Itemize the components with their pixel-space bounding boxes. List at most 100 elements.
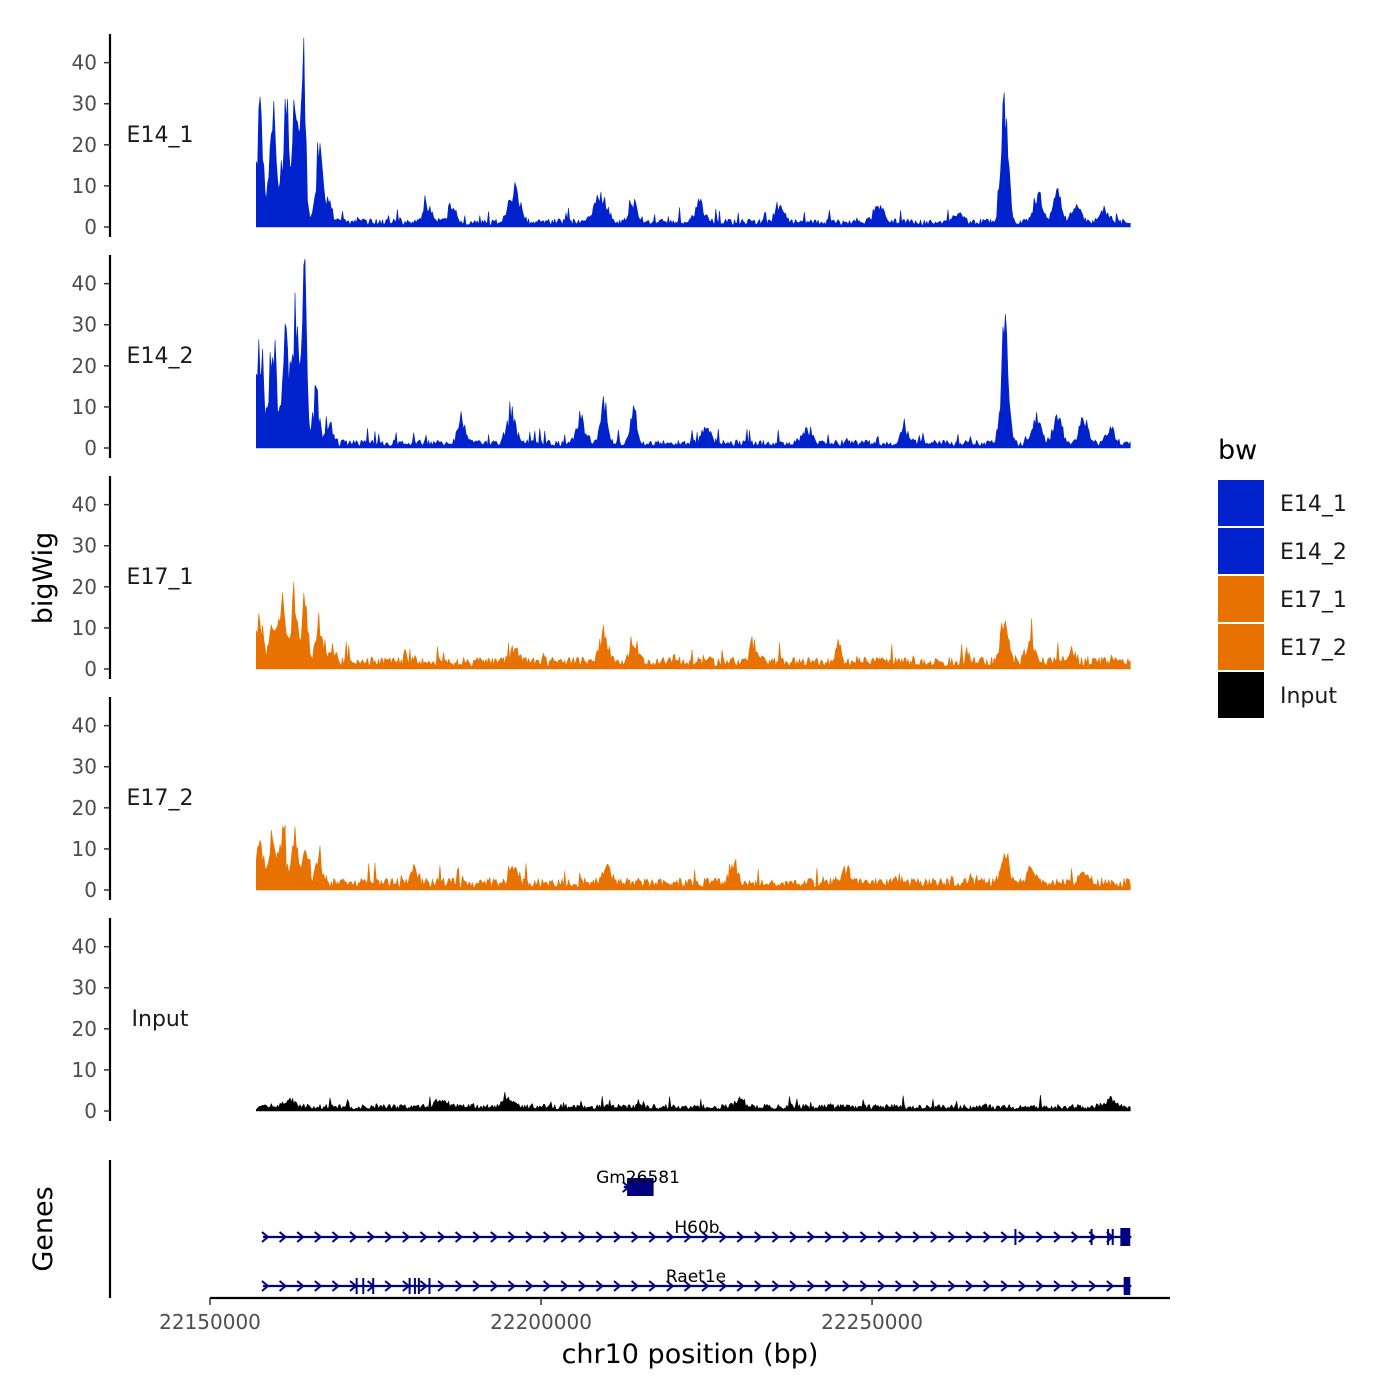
exon bbox=[1090, 1229, 1093, 1245]
gene-label: H60b bbox=[674, 1218, 719, 1238]
strand-arrow bbox=[437, 1231, 446, 1243]
strand-arrow bbox=[666, 1280, 675, 1292]
y-tick-label: 30 bbox=[72, 976, 97, 1000]
strand-arrow bbox=[1000, 1280, 1009, 1292]
legend-swatch bbox=[1218, 672, 1264, 718]
y-tick-label: 20 bbox=[72, 1017, 97, 1041]
exon bbox=[362, 1278, 365, 1294]
track-label: E17_1 bbox=[127, 565, 194, 590]
strand-arrow bbox=[525, 1231, 534, 1243]
legend-title: bw bbox=[1218, 435, 1257, 466]
strand-arrow bbox=[613, 1231, 622, 1243]
strand-arrow bbox=[666, 1231, 675, 1243]
legend-label: Input bbox=[1280, 684, 1337, 709]
y-tick-label: 20 bbox=[72, 354, 97, 378]
y-tick-label: 40 bbox=[72, 272, 97, 296]
strand-arrow bbox=[754, 1231, 763, 1243]
strand-arrow bbox=[384, 1280, 393, 1292]
y-tick-label: 30 bbox=[72, 755, 97, 779]
strand-arrow bbox=[630, 1231, 640, 1243]
strand-arrow bbox=[859, 1280, 868, 1292]
strand-arrow bbox=[296, 1231, 305, 1243]
legend-item-e14-2: E14_2 bbox=[1218, 528, 1347, 574]
legend-label: E14_2 bbox=[1280, 540, 1347, 565]
exon bbox=[372, 1278, 375, 1294]
strand-arrow bbox=[454, 1280, 464, 1292]
y-tick-label: 40 bbox=[72, 714, 97, 738]
strand-arrow bbox=[982, 1231, 992, 1243]
exon bbox=[408, 1278, 411, 1294]
y-tick-label: 30 bbox=[72, 92, 97, 116]
strand-arrow bbox=[314, 1280, 323, 1292]
strand-arrow bbox=[384, 1231, 393, 1243]
exon bbox=[1123, 1277, 1131, 1295]
strand-arrow bbox=[683, 1280, 692, 1292]
strand-arrow bbox=[806, 1231, 816, 1243]
y-tick-label: 30 bbox=[72, 534, 97, 558]
strand-arrow bbox=[402, 1231, 411, 1243]
strand-arrow bbox=[1070, 1231, 1080, 1243]
legend-item-e17-2: E17_2 bbox=[1218, 624, 1347, 670]
track-e17-1: E17_1 0 10 20 30 40 bbox=[72, 476, 1131, 681]
strand-arrow bbox=[595, 1280, 604, 1292]
coverage-area-e14-1 bbox=[256, 37, 1131, 228]
track-label: E14_1 bbox=[127, 123, 194, 148]
strand-arrow bbox=[278, 1231, 288, 1243]
gene-label: Gm26581 bbox=[596, 1168, 680, 1188]
strand-arrow bbox=[877, 1231, 886, 1243]
strand-arrow bbox=[982, 1280, 992, 1292]
legend-item-input: Input bbox=[1218, 672, 1337, 718]
legend-swatch bbox=[1218, 528, 1264, 574]
legend-label: E14_1 bbox=[1280, 492, 1347, 517]
strand-arrow bbox=[947, 1231, 956, 1243]
legend-swatch bbox=[1218, 480, 1264, 526]
strand-arrow bbox=[490, 1280, 499, 1292]
strand-arrow bbox=[718, 1280, 728, 1292]
strand-arrow bbox=[1018, 1231, 1027, 1243]
strand-arrow bbox=[771, 1280, 780, 1292]
gene-label: Raet1e bbox=[666, 1267, 726, 1287]
strand-arrow bbox=[261, 1231, 270, 1243]
track-e14-1: E14_1 0 10 20 30 40 bbox=[72, 34, 1131, 239]
gene-track: Gm26581 H60b Raet1e bbox=[108, 1160, 1132, 1298]
y-tick-label: 10 bbox=[72, 395, 97, 419]
strand-arrow bbox=[1053, 1280, 1062, 1292]
exon bbox=[1111, 1229, 1114, 1245]
strand-arrow bbox=[842, 1280, 851, 1292]
strand-arrow bbox=[578, 1231, 587, 1243]
signal-tracks: E14_1 0 10 20 30 40 E14_2 0 10 20 30 40 E17_1 0 10 20 30… bbox=[72, 34, 1131, 1123]
exon bbox=[413, 1278, 416, 1294]
strand-arrow bbox=[683, 1231, 692, 1243]
strand-arrow bbox=[894, 1231, 904, 1243]
strand-arrow bbox=[613, 1280, 622, 1292]
strand-arrow bbox=[560, 1231, 569, 1243]
y-tick-label: 0 bbox=[84, 878, 97, 902]
track-label: Input bbox=[132, 1007, 189, 1032]
track-label: E17_2 bbox=[127, 786, 194, 811]
strand-arrow bbox=[630, 1280, 640, 1292]
y-tick-label: 10 bbox=[72, 1058, 97, 1082]
y-tick-label: 40 bbox=[72, 51, 97, 75]
strand-arrow bbox=[754, 1280, 763, 1292]
y-tick-label: 0 bbox=[84, 657, 97, 681]
strand-arrow bbox=[1000, 1231, 1009, 1243]
strand-arrow bbox=[419, 1280, 428, 1292]
strand-arrow bbox=[472, 1231, 481, 1243]
strand-arrow bbox=[507, 1231, 516, 1243]
strand-arrow bbox=[560, 1280, 569, 1292]
y-tick-label: 10 bbox=[72, 174, 97, 198]
gene-gm26581: Gm26581 bbox=[596, 1168, 680, 1196]
strand-arrow bbox=[472, 1280, 481, 1292]
strand-arrow bbox=[261, 1280, 270, 1292]
strand-arrow bbox=[278, 1280, 288, 1292]
strand-arrow bbox=[331, 1231, 340, 1243]
strand-arrow bbox=[454, 1231, 464, 1243]
strand-arrow bbox=[542, 1231, 552, 1243]
strand-arrow bbox=[1018, 1280, 1027, 1292]
y-tick-label: 20 bbox=[72, 575, 97, 599]
track-e17-2: E17_2 0 10 20 30 40 bbox=[72, 697, 1131, 902]
y-tick-label: 40 bbox=[72, 493, 97, 517]
strand-arrow bbox=[1106, 1280, 1115, 1292]
y-tick-label: 20 bbox=[72, 133, 97, 157]
exon bbox=[1120, 1228, 1131, 1246]
